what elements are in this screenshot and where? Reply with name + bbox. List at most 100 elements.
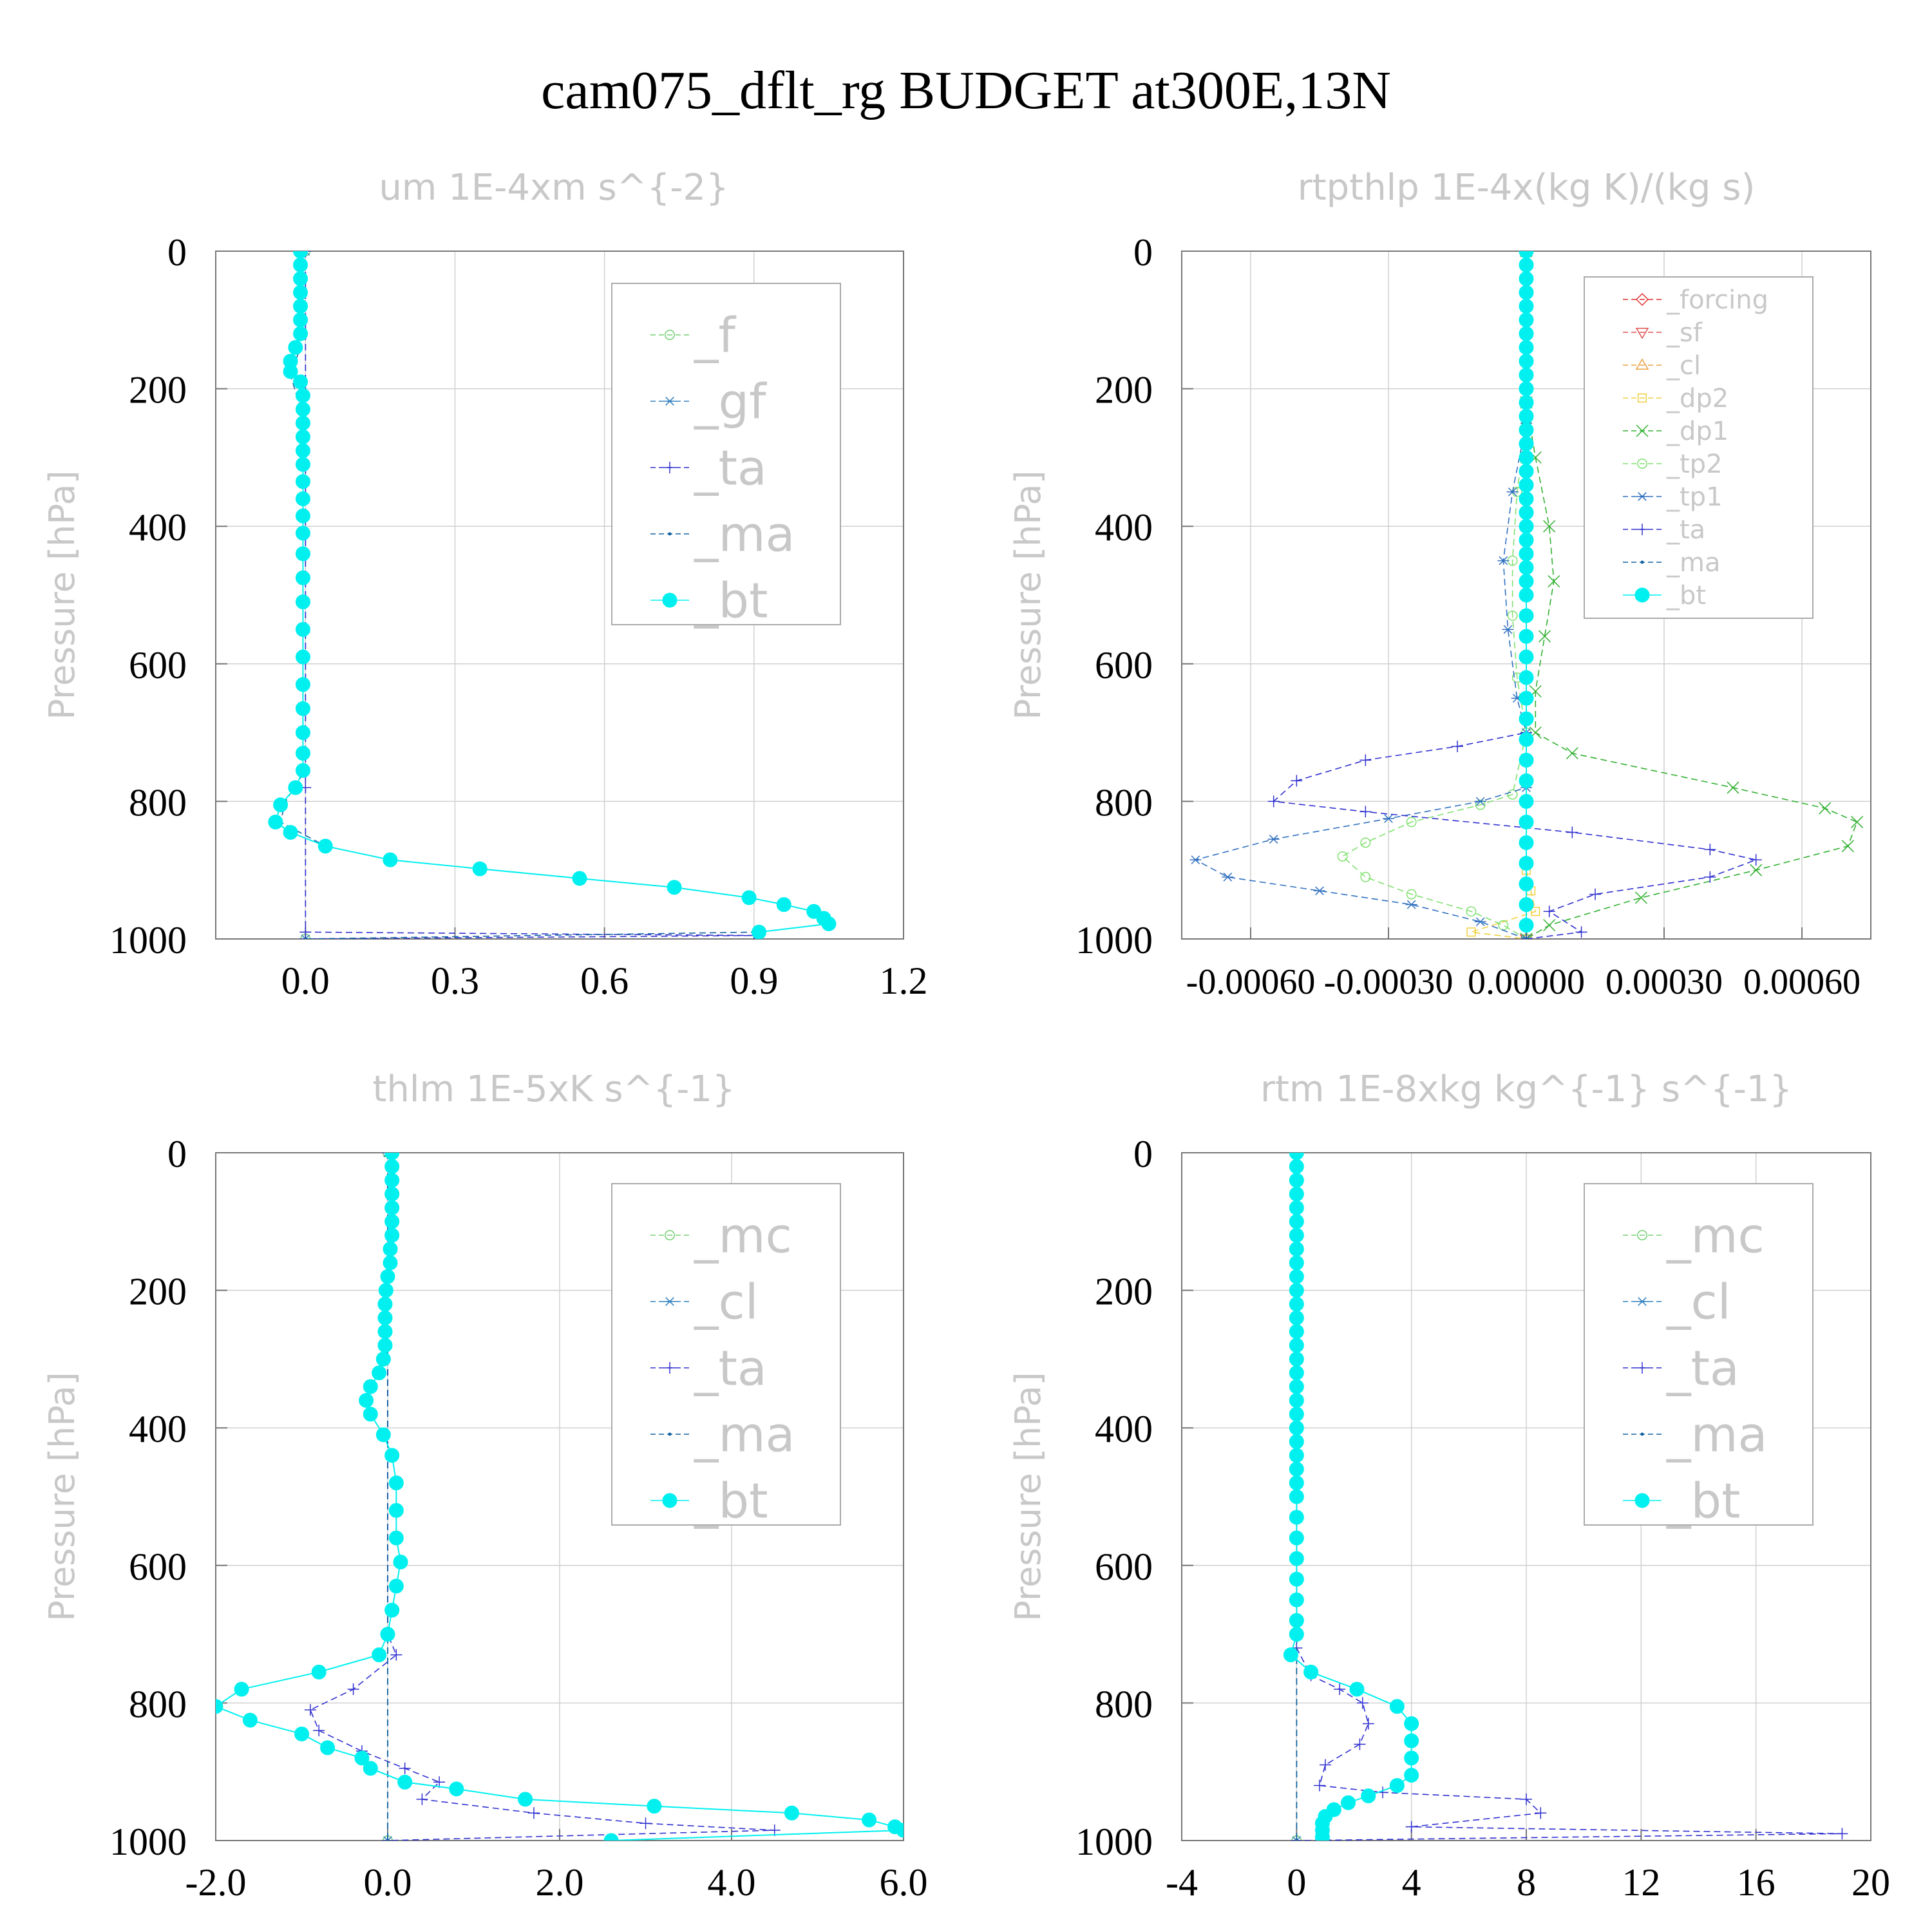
data-point-bt (295, 474, 310, 489)
legend-label: _dp1 (1666, 417, 1728, 446)
data-point-bt (295, 725, 310, 741)
legend-marker (1637, 393, 1647, 403)
legend-marker (664, 1297, 676, 1306)
data-point-tp1 (1506, 487, 1519, 497)
data-point-bt (354, 1750, 370, 1766)
data-point-tp1 (1267, 835, 1280, 844)
data-point-bt (293, 326, 308, 341)
data-point-bt (375, 1427, 391, 1443)
data-point-bt (776, 897, 791, 913)
legend-marker (1634, 587, 1650, 603)
data-point-bt (295, 415, 310, 431)
y-axis-label: Pressure [hPa] (1008, 1372, 1048, 1621)
legend: _f _gf _ta _ma _bt (611, 283, 841, 629)
data-point-bt (293, 374, 308, 390)
data-point-bt (1289, 1448, 1304, 1463)
series-line-tp2 (1341, 251, 1527, 939)
legend-label: _dp2 (1666, 384, 1728, 413)
data-point-bt (295, 388, 310, 403)
data-point-bt (234, 1681, 249, 1697)
data-point-ta (1566, 826, 1578, 838)
y-tick-label: 200 (1095, 1271, 1153, 1313)
data-point-bt (377, 1296, 393, 1312)
data-point-dp1 (1750, 864, 1763, 876)
data-point-bt (896, 1823, 904, 1838)
data-point-tp1 (1189, 855, 1202, 865)
y-axis-label: Pressure [hPa] (42, 470, 82, 719)
data-point-bt (1289, 1338, 1304, 1353)
data-point-bt (1519, 436, 1534, 451)
data-point-tp2 (1507, 611, 1518, 621)
y-tick-label: 0 (167, 231, 187, 274)
data-point-bt (1289, 1351, 1304, 1367)
data-point-bt (283, 364, 298, 379)
y-axis-label: Pressure [hPa] (42, 1372, 82, 1621)
x-tick-label: 0.3 (431, 960, 479, 1002)
data-point-bt (518, 1792, 533, 1807)
data-point-bt (1289, 1379, 1304, 1394)
legend-marker (664, 397, 676, 406)
data-point-bt (1519, 422, 1534, 438)
data-point-dp1 (1727, 781, 1739, 794)
series-line-bt (1290, 1153, 1412, 1837)
data-point-bt (1289, 1214, 1304, 1229)
data-point-bt (295, 570, 310, 585)
data-point-bt (380, 1269, 395, 1284)
data-point-ta (416, 1793, 428, 1805)
y-tick-label: 600 (1095, 644, 1153, 687)
x-tick-label: 1.2 (880, 960, 928, 1002)
y-tick-label: 800 (1095, 781, 1153, 824)
data-point-bt (741, 890, 757, 905)
series-group (216, 1153, 904, 1841)
data-point-ta (1356, 1697, 1368, 1709)
data-point-bt (1519, 408, 1534, 424)
data-point-bt (363, 1379, 378, 1394)
y-tick-label: 600 (129, 644, 187, 687)
legend-marker (665, 1230, 675, 1240)
data-point-bt (1519, 560, 1534, 575)
data-point-bt (1519, 732, 1534, 747)
data-point-ta (527, 1807, 540, 1819)
legend: _mc _cl _ta _ma _bt (1584, 1183, 1814, 1529)
x-tick-label: 0.00000 (1468, 962, 1585, 1002)
data-point-bt (295, 621, 310, 637)
data-point-ta (1354, 1738, 1366, 1750)
legend-box (1584, 1183, 1814, 1526)
data-point-bt (1519, 670, 1534, 685)
data-point-bt (1389, 1699, 1405, 1714)
data-point-bt (288, 340, 303, 355)
data-point-bt (293, 251, 308, 259)
data-point-bt (1519, 257, 1534, 272)
series-line-ta (1272, 251, 1758, 939)
data-point-bt (377, 1324, 393, 1340)
data-point-tp1 (1497, 556, 1510, 565)
data-point-bt (1289, 1159, 1304, 1174)
legend-marker (662, 592, 677, 608)
data-point-ta (1405, 1821, 1417, 1833)
legend-marker (1637, 1230, 1647, 1240)
data-point-bt (784, 1805, 799, 1821)
y-tick-label: 1000 (109, 1821, 187, 1863)
data-point-bt (1519, 381, 1534, 397)
legend-marker (1636, 524, 1648, 535)
data-point-ta (399, 1762, 411, 1774)
legend-label: _ma (1666, 1406, 1768, 1463)
data-point-bt (1519, 395, 1534, 410)
data-point-bt (1341, 1795, 1356, 1810)
data-point-bt (295, 677, 310, 692)
legend-label: _ta (694, 439, 767, 496)
data-point-ta (1704, 871, 1716, 883)
data-point-tp1 (1405, 900, 1417, 909)
y-axis-label: Pressure [hPa] (1008, 470, 1048, 719)
data-point-ta (1589, 888, 1601, 900)
x-tick-label: 0.00060 (1743, 962, 1861, 1002)
legend-label: _bt (1666, 1472, 1741, 1529)
data-point-bt (1289, 1434, 1304, 1450)
data-point-bt (1289, 1571, 1304, 1587)
data-point-bt (384, 1602, 400, 1618)
legend-label: _ma (694, 506, 795, 562)
data-point-bt (384, 1200, 400, 1215)
data-point-bt (1289, 1420, 1304, 1435)
data-point-bt (1519, 752, 1534, 768)
data-point-bt (1314, 1830, 1330, 1841)
